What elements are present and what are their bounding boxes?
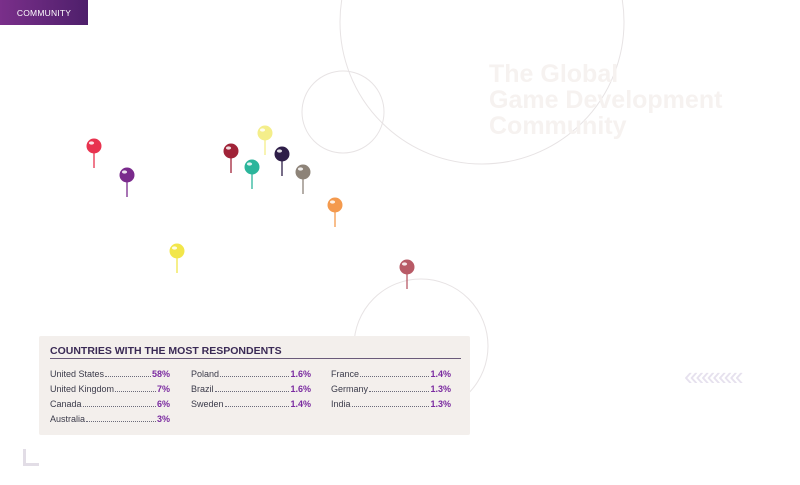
country-row: Brazil 1.6% <box>191 384 311 399</box>
country-name: Australia <box>50 414 86 424</box>
country-name: Germany <box>331 384 369 394</box>
country-row: United States 58% <box>50 369 170 384</box>
leader-dots <box>224 406 290 407</box>
country-percent: 1.3% <box>430 399 451 409</box>
page-title: The Global Game Development Community <box>489 61 789 139</box>
respondents-card: COUNTRIES WITH THE MOST RESPONDENTS Unit… <box>39 336 470 435</box>
leader-dots <box>82 406 156 407</box>
country-percent: 7% <box>156 384 170 394</box>
pin-6 <box>244 159 260 189</box>
country-column-3: France 1.4% Germany 1.3% India 1.3% <box>331 369 451 414</box>
country-percent: 1.4% <box>290 399 311 409</box>
country-percent: 1.6% <box>290 384 311 394</box>
title-line-2: Game Development <box>489 86 723 114</box>
country-name: Canada <box>50 399 82 409</box>
pin-4 <box>223 143 239 173</box>
country-percent: 3% <box>156 414 170 424</box>
country-row: Sweden 1.4% <box>191 399 311 414</box>
country-percent: 58% <box>151 369 170 379</box>
country-percent: 1.4% <box>430 369 451 379</box>
leader-dots <box>105 376 151 377</box>
country-row: Australia 3% <box>50 414 170 429</box>
pin-7 <box>274 146 290 176</box>
country-name: India <box>331 399 351 409</box>
pin-1 <box>86 138 102 168</box>
leader-dots <box>115 391 156 392</box>
pin-9 <box>327 197 343 227</box>
country-name: United States <box>50 369 105 379</box>
leader-dots <box>220 376 290 377</box>
country-row: Poland 1.6% <box>191 369 311 384</box>
pin-8 <box>295 164 311 194</box>
country-column-2: Poland 1.6% Brazil 1.6% Sweden 1.4% <box>191 369 311 414</box>
country-column-1: United States 58% United Kingdom 7% Canada… <box>50 369 170 429</box>
country-row: France 1.4% <box>331 369 451 384</box>
country-row: India 1.3% <box>331 399 451 414</box>
country-name: Brazil <box>191 384 214 394</box>
title-line-3: Community <box>489 112 627 140</box>
pin-10 <box>399 259 415 289</box>
leader-dots <box>214 391 290 392</box>
section-tag: COMMUNITY <box>0 0 88 25</box>
pin-5 <box>257 125 273 155</box>
country-name: Poland <box>191 369 220 379</box>
leader-dots <box>369 391 430 392</box>
country-percent: 1.3% <box>430 384 451 394</box>
country-row: United Kingdom 7% <box>50 384 170 399</box>
country-name: Sweden <box>191 399 224 409</box>
title-line-1: The Global <box>489 60 619 88</box>
leader-dots <box>360 376 430 377</box>
country-percent: 6% <box>156 399 170 409</box>
heading-divider <box>50 358 461 359</box>
leader-dots <box>351 406 430 407</box>
country-name: United Kingdom <box>50 384 115 394</box>
leader-dots <box>86 421 156 422</box>
chevron-arrows-icon: ‹‹‹‹‹‹‹‹‹‹ <box>684 361 744 391</box>
country-row: Canada 6% <box>50 399 170 414</box>
respondents-heading: COUNTRIES WITH THE MOST RESPONDENTS <box>50 345 282 357</box>
corner-bracket-icon <box>23 449 39 466</box>
country-row: Germany 1.3% <box>331 384 451 399</box>
country-name: France <box>331 369 360 379</box>
pin-2 <box>119 167 135 197</box>
country-percent: 1.6% <box>290 369 311 379</box>
pin-3 <box>169 243 185 273</box>
